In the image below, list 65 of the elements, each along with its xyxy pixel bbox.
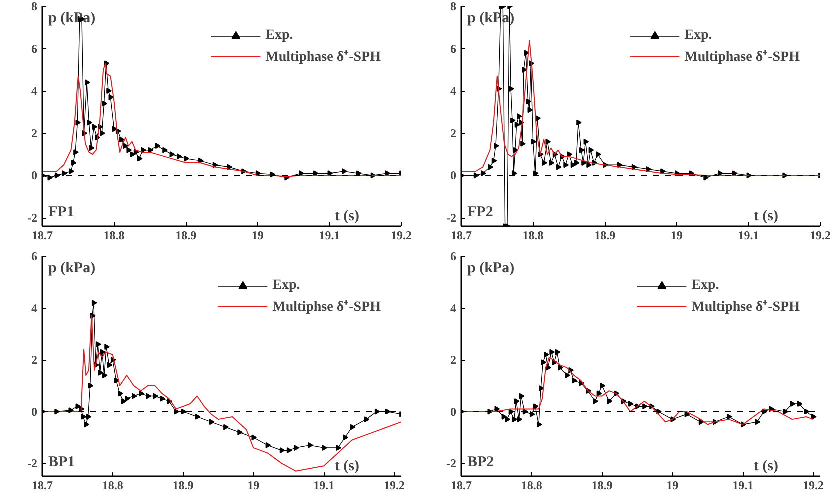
annotation: FP2	[468, 204, 494, 220]
x-tick-label: 18.9	[594, 228, 616, 242]
y-tick-label: 0	[32, 404, 38, 419]
x-tick-label: 18.9	[592, 478, 613, 492]
legend-label: Multiphse δ⁺-SPH	[272, 299, 381, 316]
y-tick-label: -2	[446, 456, 457, 471]
x-tick-label: 18.8	[522, 228, 544, 242]
legend-label: Exp.	[692, 278, 720, 294]
x-tick-label: 18.8	[102, 478, 124, 492]
annotation: BP1	[48, 454, 76, 470]
legend-label: Exp.	[684, 28, 712, 44]
y-tick-label: 6	[450, 250, 456, 264]
y-axis-title: p (kPa)	[48, 260, 96, 276]
annotation: BP2	[468, 454, 494, 470]
x-tick-label: 18.7	[32, 478, 53, 492]
legend-label: Multiphase δ⁺-SPH	[266, 49, 381, 66]
y-tick-label: 2	[450, 353, 456, 368]
x-axis-title: t (s)	[334, 208, 360, 224]
annotation: FP1	[48, 204, 74, 220]
x-tick-label: 19.2	[802, 478, 824, 492]
x-tick-label: 18.7	[451, 228, 472, 242]
x-tick-label: 18.9	[172, 478, 194, 492]
y-tick-label: 8	[32, 0, 38, 14]
y-tick-label: 6	[450, 42, 456, 56]
y-tick-label: 4	[450, 84, 456, 98]
y-tick-label: 4	[32, 301, 38, 316]
legend-label: Multiphse δ⁺-SPH	[692, 299, 800, 316]
y-tick-label: 2	[32, 353, 38, 368]
x-tick-label: 19.2	[384, 478, 405, 492]
x-tick-label: 18.9	[176, 228, 197, 242]
y-tick-label: 0	[32, 168, 38, 183]
x-tick-label: 19.2	[391, 228, 412, 242]
y-tick-label: -2	[28, 211, 38, 226]
x-tick-label: 19.1	[738, 228, 760, 242]
x-tick-label: 19.1	[314, 478, 335, 492]
x-tick-label: 18.7	[32, 228, 53, 242]
x-tick-label: 18.8	[104, 228, 125, 242]
x-tick-label: 19.2	[810, 228, 831, 242]
y-axis-title: p (kPa)	[468, 260, 515, 276]
legend-label: Exp.	[266, 28, 294, 44]
x-tick-label: 18.7	[451, 478, 472, 492]
x-tick-label: 19	[670, 228, 683, 242]
y-tick-label: -2	[446, 211, 457, 226]
x-axis-title: t (s)	[754, 208, 779, 224]
x-tick-label: 19	[252, 228, 264, 242]
x-axis-title: t (s)	[334, 458, 360, 474]
x-tick-label: 19.1	[319, 228, 340, 242]
y-tick-label: 2	[32, 126, 38, 140]
y-tick-label: -2	[28, 456, 38, 471]
x-axis-title: t (s)	[754, 458, 779, 474]
y-tick-label: 0	[450, 168, 456, 183]
x-tick-label: 19.1	[732, 478, 754, 492]
y-tick-label: 8	[450, 0, 456, 14]
x-tick-label: 19	[248, 478, 260, 492]
y-tick-label: 4	[32, 84, 38, 98]
y-tick-label: 6	[32, 250, 38, 264]
y-tick-label: 6	[32, 42, 38, 56]
y-tick-label: 4	[450, 301, 456, 316]
y-tick-label: 2	[450, 126, 456, 140]
x-tick-label: 19	[666, 478, 679, 492]
y-tick-label: 0	[450, 404, 456, 419]
legend-label: Exp.	[272, 278, 300, 294]
x-tick-label: 18.8	[521, 478, 542, 492]
legend-label: Multiphase δ⁺-SPH	[684, 49, 800, 66]
y-axis-title: p (kPa)	[48, 10, 96, 26]
